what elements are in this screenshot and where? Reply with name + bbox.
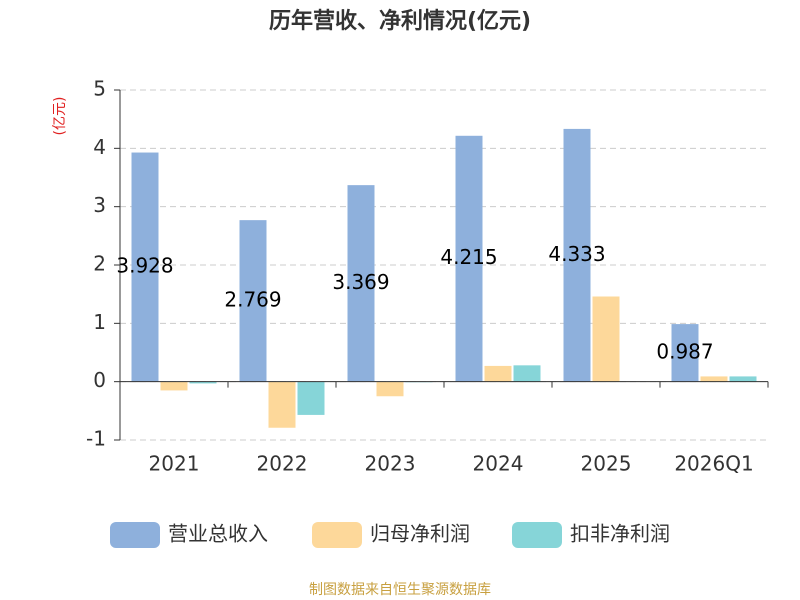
y-tick-label: 0	[93, 368, 106, 392]
data-label: 2.769	[224, 287, 281, 311]
x-tick-label: 2022	[257, 452, 308, 476]
y-axis-unit: (亿元)	[52, 97, 68, 136]
legend-swatch	[312, 522, 362, 548]
source-note: 制图数据来自恒生聚源数据库	[309, 582, 491, 598]
data-label: 3.369	[332, 270, 389, 294]
bar	[563, 128, 591, 382]
y-tick-label: -1	[86, 427, 106, 451]
bar	[455, 135, 483, 382]
bar	[189, 381, 217, 384]
data-label: 4.215	[440, 245, 497, 269]
bar	[484, 365, 512, 382]
legend-label: 归母净利润	[370, 522, 470, 546]
bar	[700, 376, 728, 382]
bar	[592, 296, 620, 382]
y-tick-label: 2	[93, 252, 106, 276]
y-tick-label: 4	[93, 135, 106, 159]
legend-swatch	[110, 522, 160, 548]
legend-swatch	[512, 522, 562, 548]
bar	[729, 376, 757, 382]
x-tick-label: 2026Q1	[674, 452, 753, 476]
bar	[239, 220, 267, 382]
data-label: 4.333	[548, 242, 605, 266]
data-label: 3.928	[116, 254, 173, 278]
bar	[513, 365, 541, 382]
bar	[297, 381, 325, 415]
legend-label: 营业总收入	[168, 522, 268, 546]
y-tick-label: 5	[93, 77, 106, 101]
bar	[376, 381, 404, 397]
data-label: 0.987	[656, 339, 713, 363]
x-tick-label: 2023	[365, 452, 416, 476]
x-tick-label: 2025	[581, 452, 632, 476]
chart-title: 历年营收、净利情况(亿元)	[269, 8, 531, 34]
legend-label: 扣非净利润	[570, 522, 670, 546]
bar	[347, 185, 375, 382]
bar	[131, 152, 159, 382]
x-tick-label: 2024	[473, 452, 524, 476]
y-tick-label: 3	[93, 193, 106, 217]
bar	[160, 381, 188, 391]
x-tick-label: 2021	[149, 452, 200, 476]
bar	[671, 324, 699, 382]
y-tick-label: 1	[93, 310, 106, 334]
bar	[268, 381, 296, 428]
